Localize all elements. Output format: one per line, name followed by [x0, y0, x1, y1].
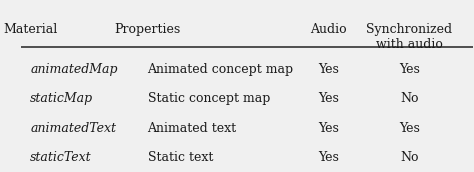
Text: Yes: Yes [318, 122, 338, 135]
Text: Yes: Yes [318, 92, 338, 105]
Text: Synchronized
with audio: Synchronized with audio [366, 23, 453, 51]
Text: animatedMap: animatedMap [30, 63, 118, 76]
Text: Animated concept map: Animated concept map [147, 63, 294, 76]
Text: Static text: Static text [147, 151, 213, 164]
Text: Animated text: Animated text [147, 122, 237, 135]
Text: Static concept map: Static concept map [147, 92, 270, 105]
Text: Yes: Yes [318, 63, 338, 76]
Text: animatedText: animatedText [30, 122, 116, 135]
Text: staticMap: staticMap [30, 92, 93, 105]
Text: No: No [400, 151, 419, 164]
Text: Yes: Yes [399, 122, 420, 135]
Text: Yes: Yes [399, 63, 420, 76]
Text: Yes: Yes [318, 151, 338, 164]
Text: Material: Material [3, 23, 57, 36]
Text: Audio: Audio [310, 23, 346, 36]
Text: staticText: staticText [30, 151, 92, 164]
Text: No: No [400, 92, 419, 105]
Text: Properties: Properties [114, 23, 181, 36]
